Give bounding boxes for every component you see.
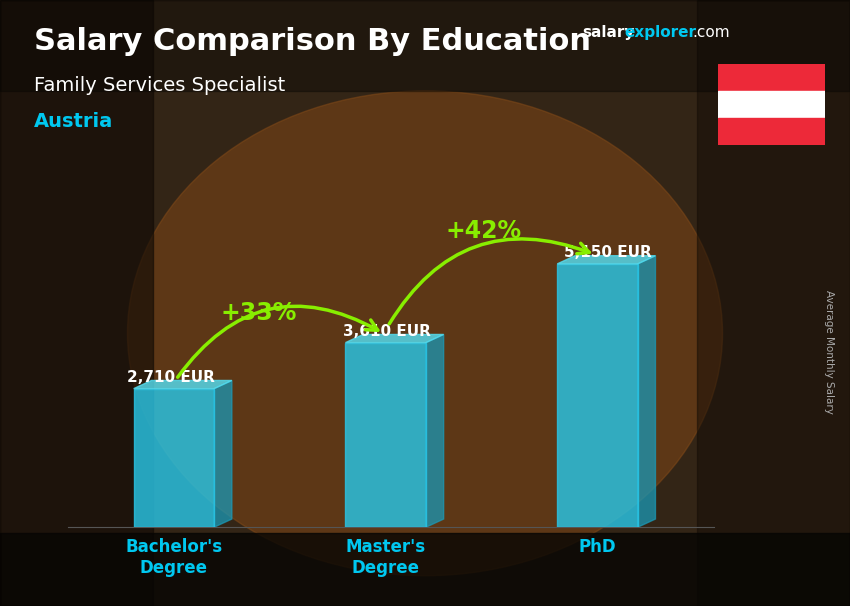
Text: Family Services Specialist: Family Services Specialist: [34, 76, 286, 95]
Bar: [0, 533, 850, 606]
Polygon shape: [345, 335, 444, 342]
Bar: [718, 118, 824, 145]
Text: 3,610 EUR: 3,610 EUR: [343, 324, 431, 339]
Text: Austria: Austria: [34, 112, 113, 131]
Bar: [0, 0, 850, 91]
Text: .com: .com: [693, 25, 730, 41]
Polygon shape: [133, 381, 232, 388]
Text: Average Monthly Salary: Average Monthly Salary: [824, 290, 834, 413]
Polygon shape: [214, 381, 232, 527]
Text: explorer: explorer: [625, 25, 697, 41]
Bar: [558, 264, 638, 527]
Text: +33%: +33%: [220, 301, 297, 325]
Polygon shape: [558, 256, 655, 264]
Text: 5,150 EUR: 5,150 EUR: [564, 245, 651, 260]
Polygon shape: [426, 335, 444, 527]
Text: Salary Comparison By Education: Salary Comparison By Education: [34, 27, 591, 56]
Bar: [697, 0, 850, 606]
Bar: [718, 91, 824, 118]
Text: salary: salary: [582, 25, 635, 41]
Bar: [0, 0, 153, 606]
Ellipse shape: [128, 91, 722, 576]
Text: 2,710 EUR: 2,710 EUR: [128, 370, 215, 385]
Text: +42%: +42%: [445, 219, 521, 243]
Bar: [345, 342, 426, 527]
Bar: [718, 64, 824, 91]
Bar: [133, 388, 214, 527]
Polygon shape: [638, 256, 655, 527]
